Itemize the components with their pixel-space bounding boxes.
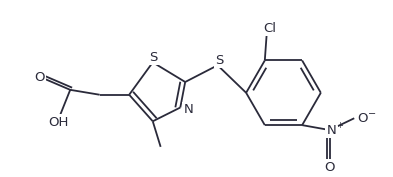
Text: S: S (150, 51, 158, 64)
Text: N: N (183, 103, 193, 116)
Text: O: O (324, 161, 335, 174)
Text: +: + (336, 121, 343, 130)
Text: OH: OH (48, 116, 69, 129)
Text: O: O (357, 112, 367, 125)
Text: N: N (327, 124, 336, 136)
Text: −: − (368, 109, 376, 119)
Text: Cl: Cl (263, 22, 276, 35)
Text: S: S (215, 54, 224, 67)
Text: O: O (35, 71, 45, 84)
